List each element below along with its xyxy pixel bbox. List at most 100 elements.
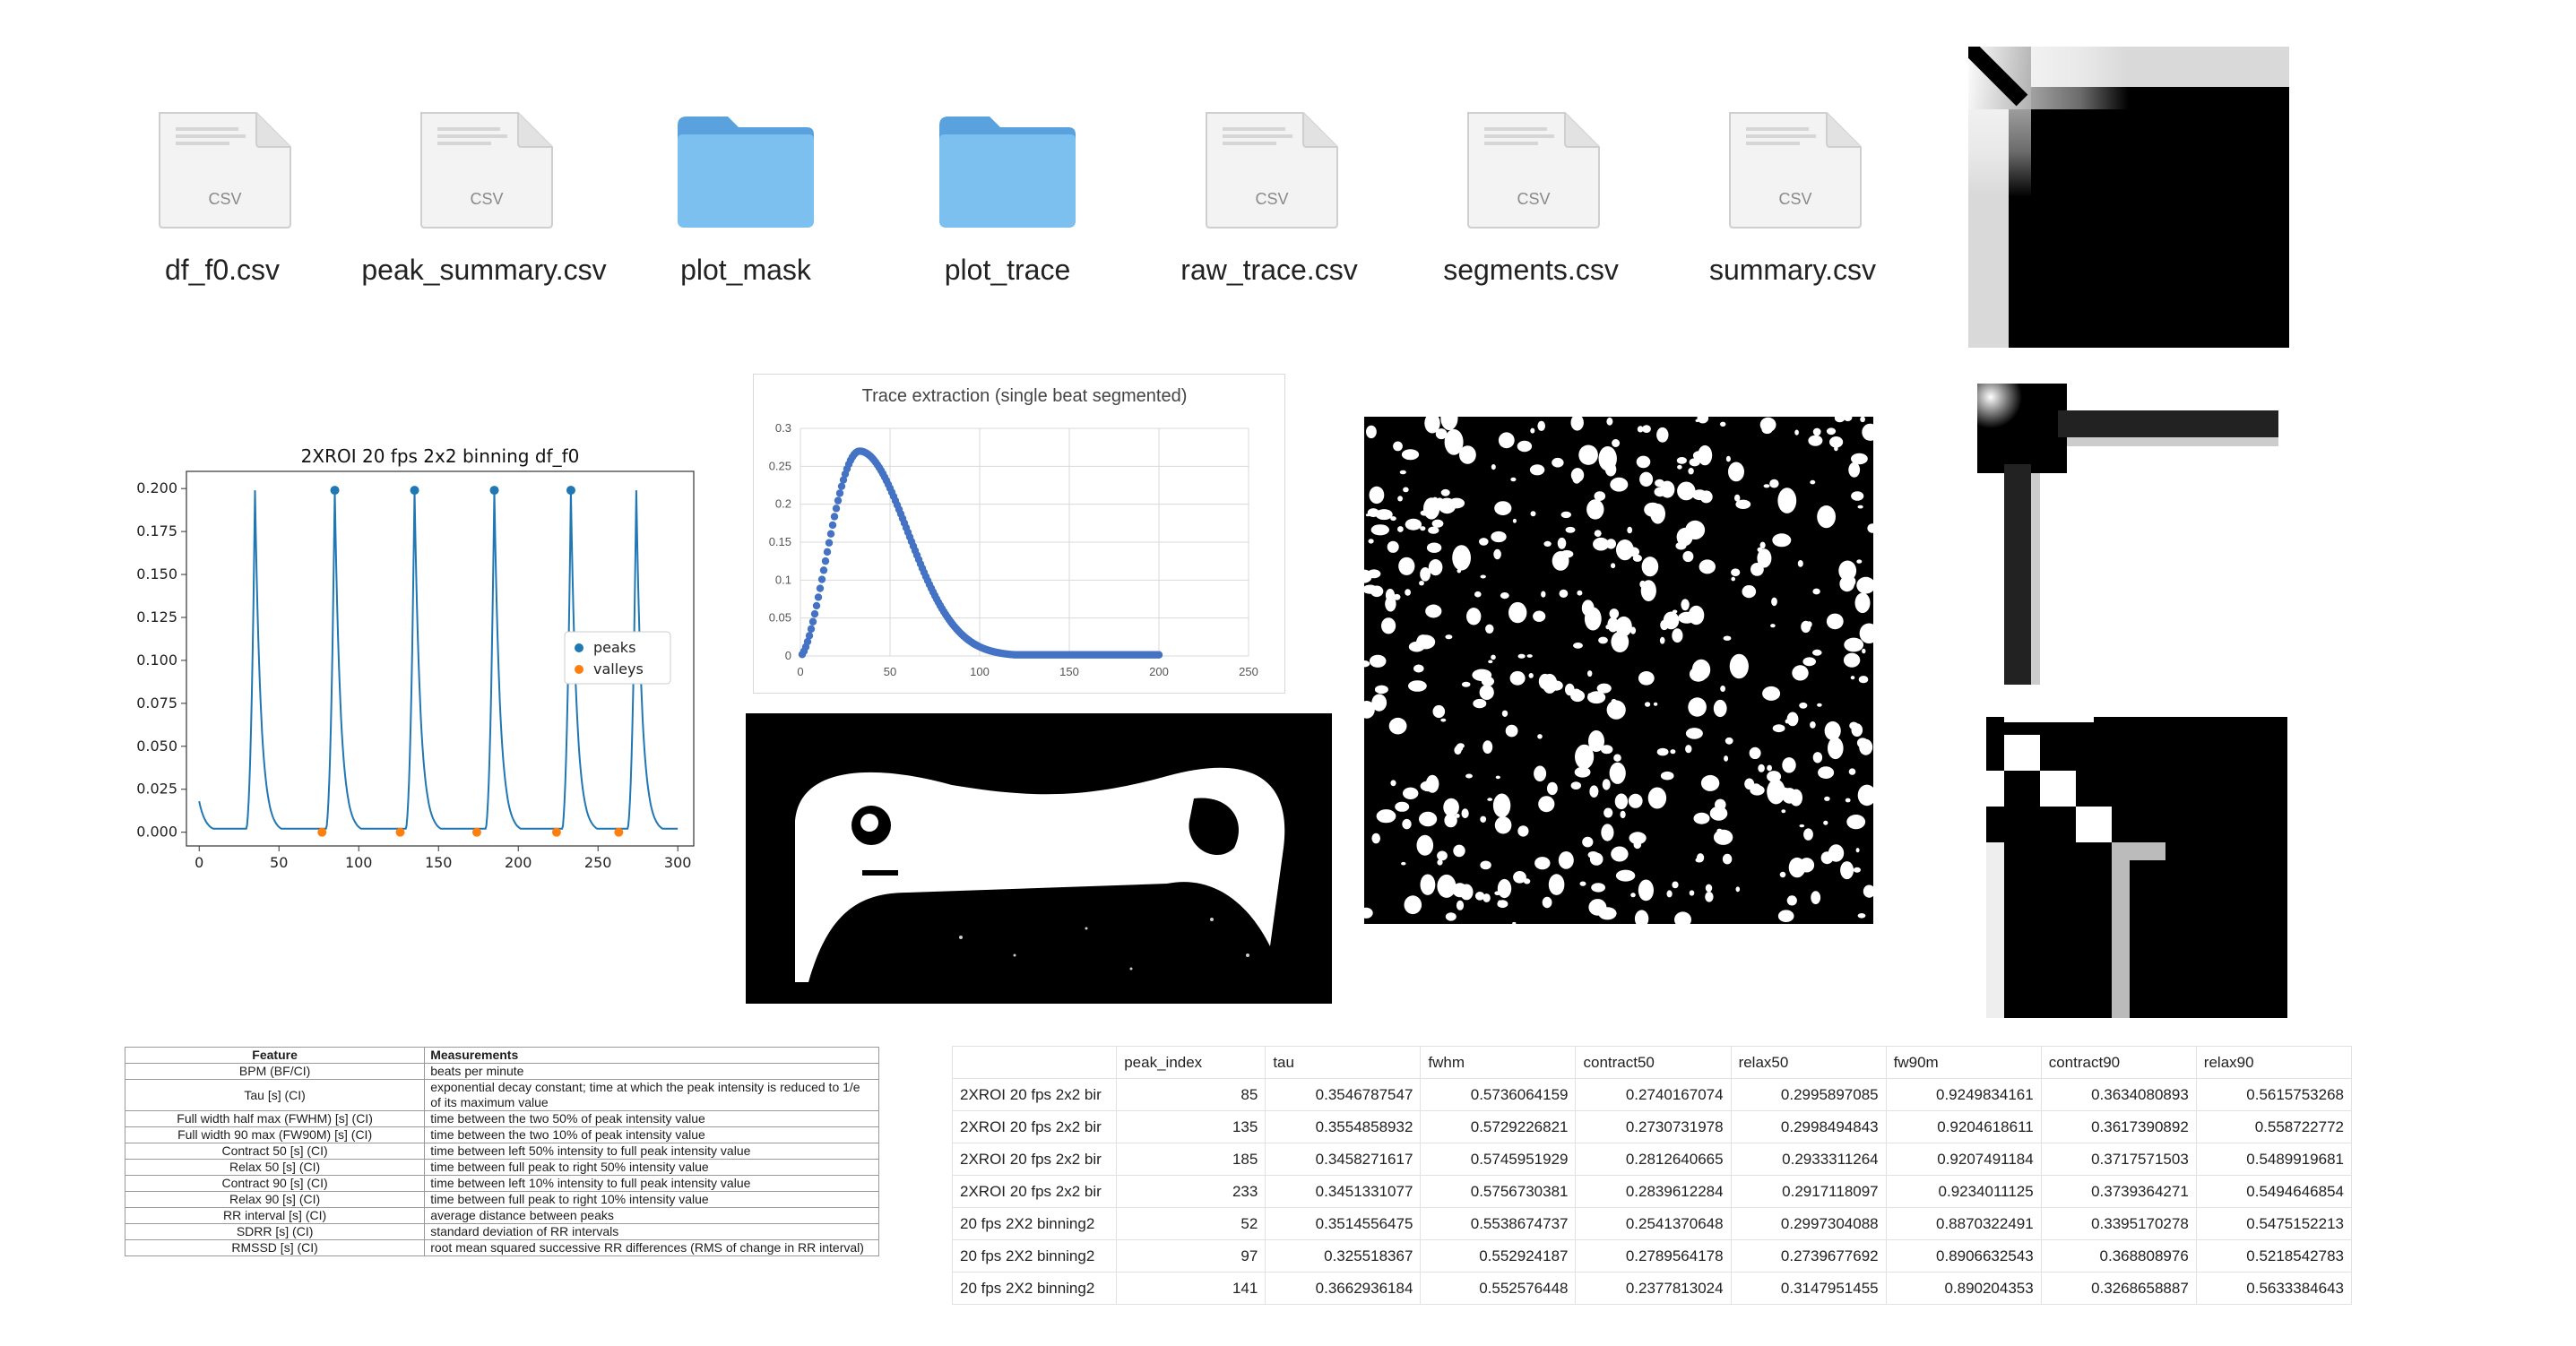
sheet-cell[interactable]: 0.3147951455 — [1730, 1272, 1887, 1305]
file-item[interactable]: CSV df_f0.csv — [97, 108, 348, 289]
sheet-cell[interactable]: 0.5756730381 — [1420, 1175, 1577, 1208]
file-item[interactable]: plot_mask — [620, 108, 871, 289]
sheet-cell[interactable]: 0.3451331077 — [1265, 1175, 1422, 1208]
sheet-cell[interactable]: 97 — [1116, 1239, 1266, 1273]
sheet-cell[interactable]: 0.2995897085 — [1730, 1078, 1887, 1111]
sheet-column-header[interactable] — [951, 1046, 1118, 1079]
sheet-row-label[interactable]: 2XROI 20 fps 2x2 bir — [951, 1078, 1118, 1111]
csv-file-icon: CSV — [420, 112, 553, 229]
sheet-row-label[interactable]: 2XROI 20 fps 2x2 bir — [951, 1110, 1118, 1143]
sheet-row-label[interactable]: 20 fps 2X2 binning2 — [951, 1272, 1118, 1305]
x-tick-label: 100 — [345, 854, 373, 871]
file-item[interactable]: CSV peak_summary.csv — [359, 108, 609, 289]
feature-row: Contract 90 [s] (CI) time between left 10… — [124, 1175, 879, 1192]
trace-point — [825, 539, 834, 547]
file-item[interactable]: CSV segments.csv — [1405, 108, 1656, 289]
y-tick-label: 0.150 — [136, 565, 177, 582]
feature-measurement: time between the two 10% of peak intensi… — [424, 1126, 879, 1143]
sheet-cell[interactable]: 0.5538674737 — [1420, 1207, 1577, 1240]
trace-point — [830, 513, 839, 521]
feature-measurement: time between left 10% intensity to full … — [424, 1175, 879, 1192]
x-tick-label: 50 — [884, 665, 896, 678]
sheet-cell[interactable]: 0.5736064159 — [1420, 1078, 1577, 1111]
sheet-cell[interactable]: 0.3268658887 — [2040, 1272, 2197, 1305]
sheet-cell[interactable]: 0.2541370648 — [1575, 1207, 1732, 1240]
sheet-cell[interactable]: 0.3634080893 — [2040, 1078, 2197, 1111]
sheet-row-label[interactable]: 2XROI 20 fps 2x2 bir — [951, 1175, 1118, 1208]
sheet-cell[interactable]: 135 — [1116, 1110, 1266, 1143]
sheet-cell[interactable]: 0.2933311264 — [1730, 1143, 1887, 1176]
sheet-cell[interactable]: 0.9204618611 — [1885, 1110, 2042, 1143]
sheet-cell[interactable]: 0.5615753268 — [2195, 1078, 2353, 1111]
feature-name: Contract 90 [s] (CI) — [124, 1175, 426, 1192]
feature-measurement: root mean squared successive RR differen… — [424, 1239, 879, 1256]
feature-row: Relax 90 [s] (CI) time between full peak … — [124, 1191, 879, 1208]
sheet-cell[interactable]: 0.552924187 — [1420, 1239, 1577, 1273]
sheet-cell[interactable]: 85 — [1116, 1078, 1266, 1111]
sheet-row-label[interactable]: 20 fps 2X2 binning2 — [951, 1207, 1118, 1240]
sheet-column-header[interactable]: fw90m — [1885, 1046, 2042, 1079]
sheet-cell[interactable]: 0.5475152213 — [2195, 1207, 2353, 1240]
sheet-cell[interactable]: 0.2789564178 — [1575, 1239, 1732, 1273]
sheet-cell[interactable]: 0.5745951929 — [1420, 1143, 1577, 1176]
sheet-cell[interactable]: 0.2730731978 — [1575, 1110, 1732, 1143]
sheet-cell[interactable]: 0.890204353 — [1885, 1272, 2042, 1305]
sheet-cell[interactable]: 0.558722772 — [2195, 1110, 2353, 1143]
sheet-column-header[interactable]: fwhm — [1420, 1046, 1577, 1079]
sheet-cell[interactable]: 0.2839612284 — [1575, 1175, 1732, 1208]
sheet-cell[interactable]: 0.3617390892 — [2040, 1110, 2197, 1143]
sheet-cell[interactable]: 0.3662936184 — [1265, 1272, 1422, 1305]
sheet-column-header[interactable]: relax50 — [1730, 1046, 1887, 1079]
sheet-column-header[interactable]: peak_index — [1116, 1046, 1266, 1079]
file-item[interactable]: CSV summary.csv — [1667, 108, 1918, 289]
sheet-cell[interactable]: 0.3546787547 — [1265, 1078, 1422, 1111]
sheet-cell[interactable]: 0.3395170278 — [2040, 1207, 2197, 1240]
sheet-cell[interactable]: 0.3739364271 — [2040, 1175, 2197, 1208]
sheet-cell[interactable]: 0.8870322491 — [1885, 1207, 2042, 1240]
file-name: segments.csv — [1443, 254, 1619, 286]
matrix-image-1 — [1962, 40, 2289, 348]
sheet-cell[interactable]: 0.5489919681 — [2195, 1143, 2353, 1176]
x-tick-label: 100 — [970, 665, 990, 678]
file-item[interactable]: plot_trace — [882, 108, 1133, 289]
csv-badge: CSV — [470, 190, 503, 208]
folder-icon — [678, 116, 814, 228]
sheet-cell[interactable]: 0.2377813024 — [1575, 1272, 1732, 1305]
sheet-cell[interactable]: 0.2740167074 — [1575, 1078, 1732, 1111]
sheet-cell[interactable]: 0.3458271617 — [1265, 1143, 1422, 1176]
sheet-cell[interactable]: 0.8906632543 — [1885, 1239, 2042, 1273]
sheet-column-header[interactable]: tau — [1265, 1046, 1422, 1079]
sheet-cell[interactable]: 185 — [1116, 1143, 1266, 1176]
sheet-cell[interactable]: 0.3717571503 — [2040, 1143, 2197, 1176]
sheet-cell[interactable]: 0.5494646854 — [2195, 1175, 2353, 1208]
sheet-cell[interactable]: 0.9207491184 — [1885, 1143, 2042, 1176]
sheet-cell[interactable]: 0.2998494843 — [1730, 1110, 1887, 1143]
file-item[interactable]: CSV raw_trace.csv — [1144, 108, 1395, 289]
sheet-cell[interactable]: 52 — [1116, 1207, 1266, 1240]
csv-file-icon: CSV — [1206, 112, 1338, 229]
sheet-cell[interactable]: 0.3514556475 — [1265, 1207, 1422, 1240]
sheet-cell[interactable]: 0.325518367 — [1265, 1239, 1422, 1273]
sheet-column-header[interactable]: contract90 — [2040, 1046, 2197, 1079]
sheet-column-header[interactable]: relax90 — [2195, 1046, 2353, 1079]
sheet-cell[interactable]: 233 — [1116, 1175, 1266, 1208]
sheet-cell[interactable]: 0.2917118097 — [1730, 1175, 1887, 1208]
sheet-row-label[interactable]: 20 fps 2X2 binning2 — [951, 1239, 1118, 1273]
sheet-cell[interactable]: 0.3554858932 — [1265, 1110, 1422, 1143]
sheet-cell[interactable]: 0.2812640665 — [1575, 1143, 1732, 1176]
sheet-cell[interactable]: 0.5633384643 — [2195, 1272, 2353, 1305]
sheet-cell[interactable]: 0.9249834161 — [1885, 1078, 2042, 1111]
sheet-cell[interactable]: 0.5729226821 — [1420, 1110, 1577, 1143]
sheet-cell[interactable]: 0.9234011125 — [1885, 1175, 2042, 1208]
x-tick-label: 250 — [1239, 665, 1258, 678]
sheet-cell[interactable]: 0.552576448 — [1420, 1272, 1577, 1305]
sheet-cell[interactable]: 0.368808976 — [2040, 1239, 2197, 1273]
file-name: df_f0.csv — [164, 254, 281, 286]
sheet-cell[interactable]: 0.5218542783 — [2195, 1239, 2353, 1273]
sheet-column-header[interactable]: contract50 — [1575, 1046, 1732, 1079]
feature-name: SDRR [s] (CI) — [124, 1223, 426, 1240]
sheet-cell[interactable]: 141 — [1116, 1272, 1266, 1305]
sheet-cell[interactable]: 0.2739677692 — [1730, 1239, 1887, 1273]
sheet-row-label[interactable]: 2XROI 20 fps 2x2 bir — [951, 1143, 1118, 1176]
sheet-cell[interactable]: 0.2997304088 — [1730, 1207, 1887, 1240]
